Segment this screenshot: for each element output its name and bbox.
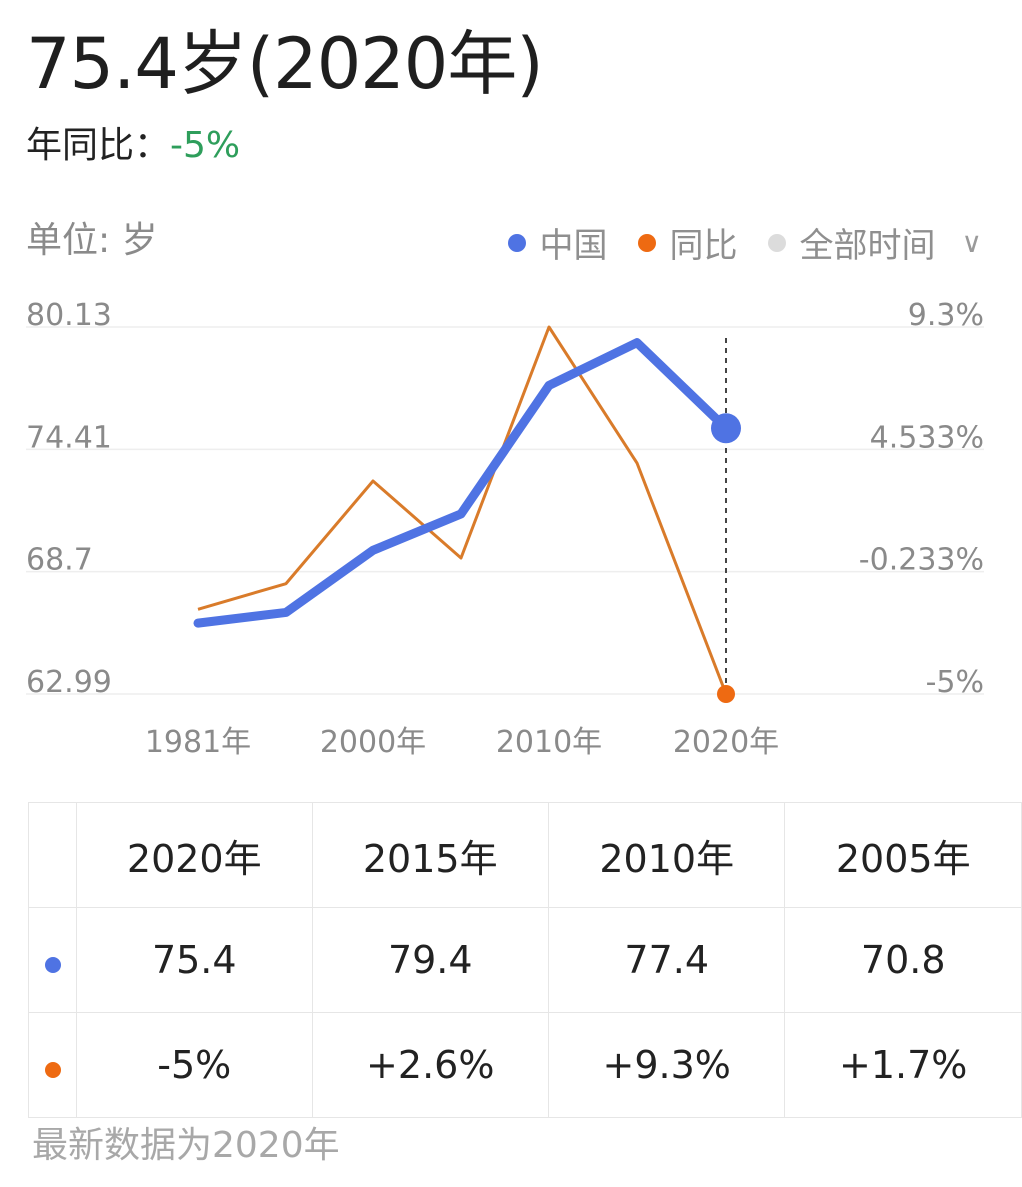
data-table: 2020年 2015年 2010年 2005年 75.4 79.4 77.4 7… <box>27 802 1022 1118</box>
x-tick-label: 2010年 <box>496 725 602 760</box>
table-change-cell: +1.7% <box>784 1012 1022 1118</box>
y-right-tick-label: 4.533% <box>870 420 984 455</box>
footnote: 最新数据为2020年 <box>32 1125 340 1166</box>
y-right-tick-label: -5% <box>926 665 984 700</box>
y-left-tick-label: 74.41 <box>26 420 112 455</box>
table-change-cell: -5% <box>76 1012 313 1118</box>
unit-label: 单位: 岁 <box>26 220 158 261</box>
headline-value: 75.4岁(2020年) <box>26 23 544 105</box>
highlight-point-china[interactable] <box>711 413 741 444</box>
table-year-cell: 2005年 <box>784 802 1022 908</box>
table-header-row: 2020年 2015年 2010年 2005年 <box>27 802 1022 908</box>
legend-item-yoy[interactable]: 同比 <box>637 218 738 267</box>
series-line-yoy <box>197 325 728 695</box>
series-line-china <box>193 338 731 628</box>
table-value-cell: 77.4 <box>547 907 786 1013</box>
legend-label-china: 中国 <box>539 226 608 266</box>
table-value-cell: 75.4 <box>76 907 313 1013</box>
yoy-summary: 年同比：-5% <box>26 122 240 170</box>
time-range-label: 全部时间 <box>799 226 936 266</box>
highlight-point-yoy[interactable] <box>717 685 735 703</box>
x-tick-label: 2000年 <box>320 725 426 760</box>
y-right-tick-label: 9.3% <box>908 298 984 333</box>
legend-item-china[interactable]: 中国 <box>507 218 608 267</box>
table-corner-cell <box>27 802 78 908</box>
table-row-marker-yoy <box>27 1012 78 1118</box>
legend-dot-yoy <box>637 233 656 252</box>
time-range-selector[interactable]: 全部时间 ∨ <box>767 218 983 267</box>
table-year-cell: 2020年 <box>76 802 313 908</box>
table-year-cell: 2010年 <box>547 802 786 908</box>
x-tick-label: 2020年 <box>673 725 779 760</box>
legend-label-yoy: 同比 <box>669 226 738 266</box>
yoy-value: -5% <box>170 125 241 166</box>
y-right-tick-label: -0.233% <box>859 543 984 578</box>
table-year-cell: 2015年 <box>311 802 549 908</box>
legend-dot-china <box>507 233 526 252</box>
y-left-tick-label: 62.99 <box>26 665 112 700</box>
table-value-cell: 70.8 <box>784 907 1022 1013</box>
table-row-changes: -5% +2.6% +9.3% +1.7% <box>27 1012 1022 1118</box>
chart-legend: 中国 同比 全部时间 ∨ <box>507 218 983 267</box>
y-left-tick-label: 68.7 <box>26 543 93 578</box>
table-change-cell: +9.3% <box>547 1012 786 1118</box>
line-chart: 80.13 74.41 68.7 62.99 9.3% 4.533% -0.233% -5%… <box>26 298 984 760</box>
table-value-cell: 79.4 <box>311 907 549 1013</box>
yoy-label: 年同比： <box>26 125 171 166</box>
chevron-down-icon: ∨ <box>961 226 983 259</box>
table-row-values: 75.4 79.4 77.4 70.8 <box>27 907 1022 1013</box>
legend-dot-all-time <box>767 233 786 252</box>
table-row-marker-china <box>27 907 78 1013</box>
table-change-cell: +2.6% <box>311 1012 549 1118</box>
y-left-tick-label: 80.13 <box>26 298 112 333</box>
x-tick-label: 1981年 <box>145 725 251 760</box>
